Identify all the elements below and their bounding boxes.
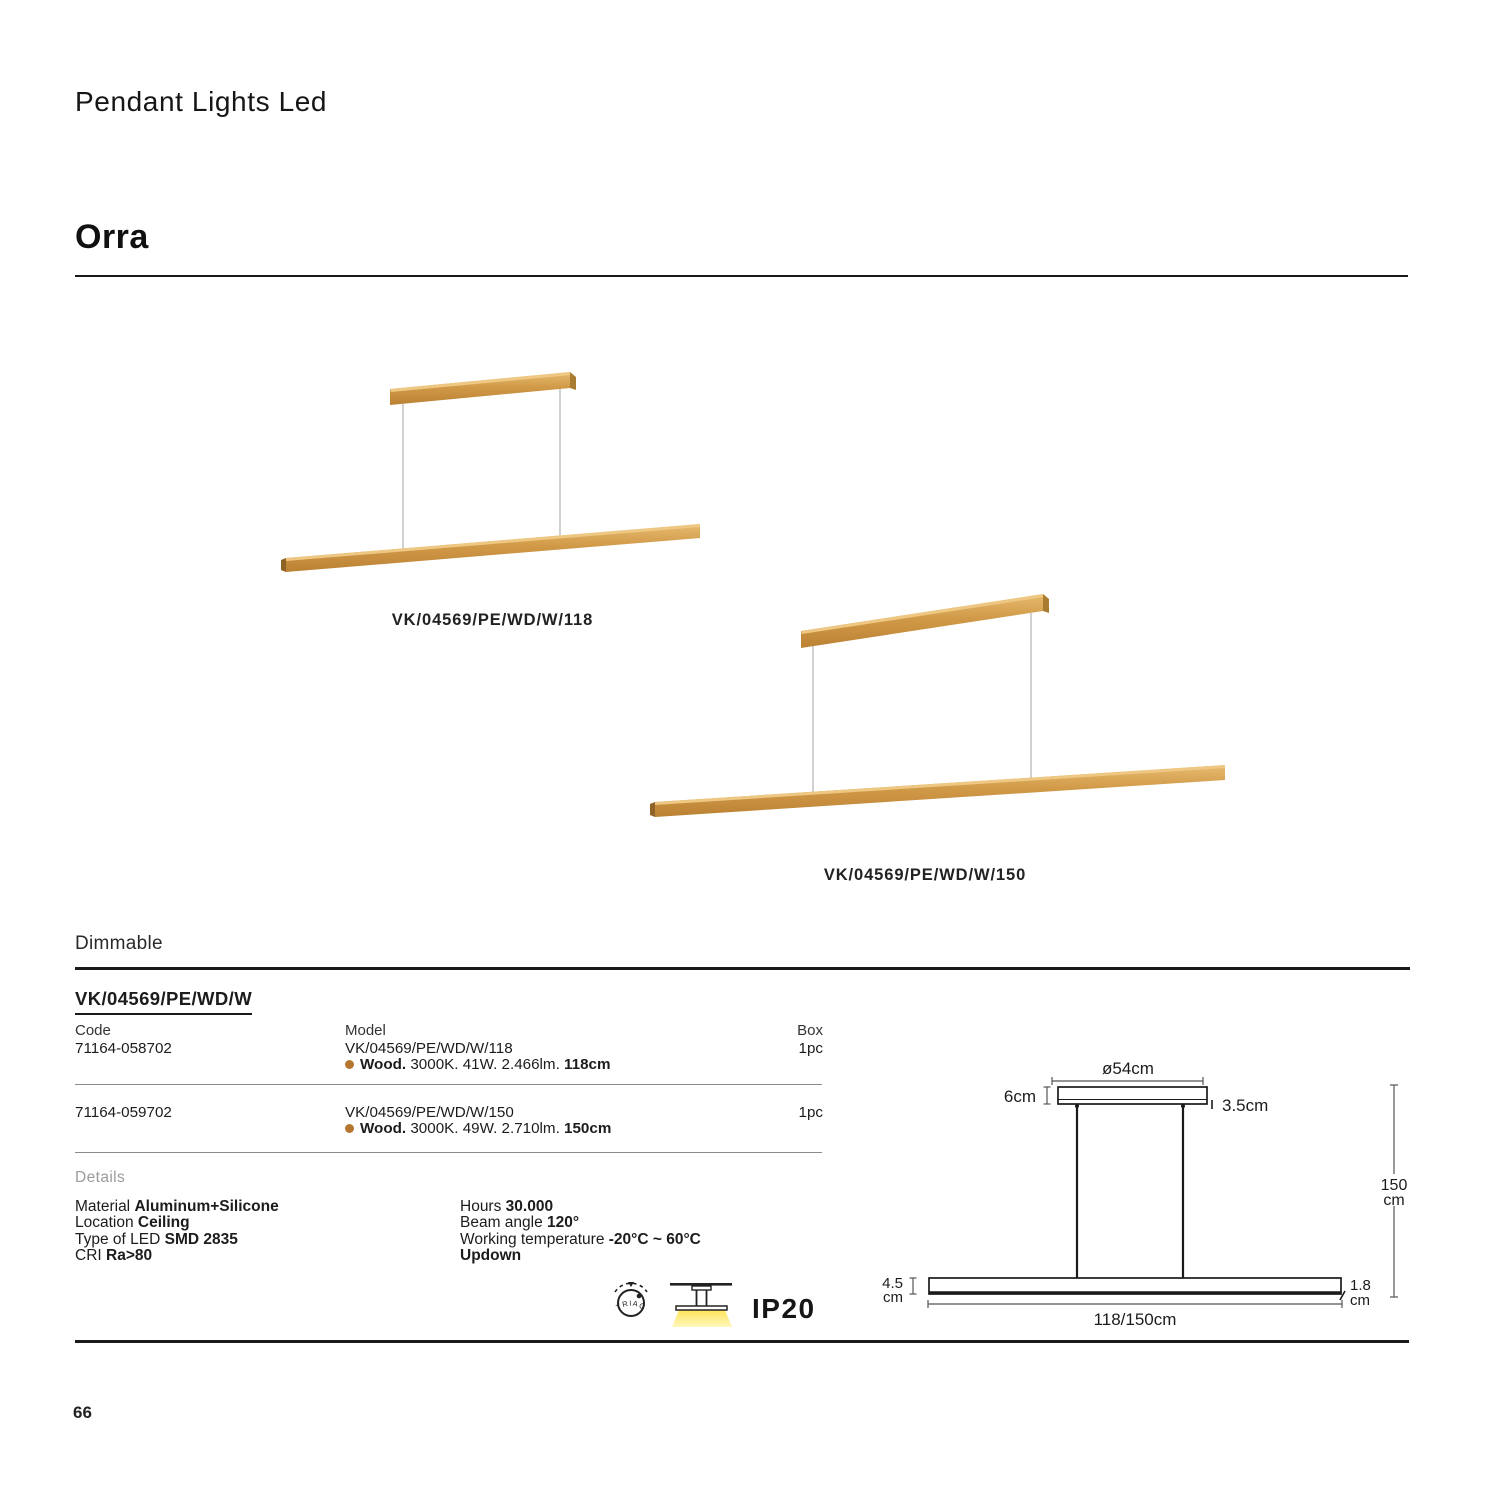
detail-value: -20°C ~ 60°C: [608, 1230, 701, 1248]
detail-value: 30.000: [505, 1198, 554, 1215]
page-number: 66: [73, 1403, 92, 1422]
light-bar-highlight: [286, 524, 700, 561]
dim-bar-thickness-unit: cm: [1350, 1292, 1370, 1309]
dimension-diagram: ø54cm 6cm 3.5cm 4.5 cm 1.8 cm: [882, 1059, 1408, 1329]
detail-row: Material Aluminum+Silicone: [75, 1198, 435, 1215]
light-bar-outline: [928, 1277, 1342, 1295]
detail-row: Hours 30.000: [460, 1198, 820, 1215]
canopy-bar: [801, 594, 1043, 648]
detail-row: CRI Ra>80: [75, 1248, 435, 1264]
spec-finish: Wood.: [360, 1120, 407, 1137]
detail-row: Type of LED SMD 2835: [75, 1230, 435, 1248]
light-bar: [286, 524, 700, 572]
row-divider: [75, 1084, 822, 1085]
table-row-code: 71164-059702: [75, 1104, 172, 1121]
spec-finish: Wood.: [360, 1056, 407, 1073]
dial-indicator: [628, 1282, 634, 1287]
page-title: Orra: [75, 218, 149, 256]
dim-tick: [1339, 1290, 1346, 1301]
spec-values: 3000K. 49W. 2.710lm.: [410, 1120, 560, 1137]
light-bar: [655, 765, 1225, 817]
detail-row: Working temperature -20°C ~ 60°C: [460, 1230, 820, 1248]
detail-row: Beam angle 120°: [460, 1215, 820, 1231]
product-caption-150: VK/04569/PE/WD/W/150: [823, 866, 1027, 884]
product-photo-150: [650, 594, 1225, 817]
table-row-box: 1pc: [798, 1040, 824, 1057]
dim-canopy-depth: 3.5cm: [1222, 1096, 1268, 1115]
detail-value: 120°: [547, 1214, 580, 1232]
detail-label: Hours: [460, 1198, 502, 1215]
canopy-end-cap: [1043, 594, 1049, 613]
ip-rating-label: IP20: [752, 1293, 816, 1324]
bottom-divider: [75, 1340, 1409, 1343]
light-bar-end-cap: [281, 558, 286, 572]
section-divider: [75, 967, 1410, 970]
product-photo-118: [281, 372, 700, 572]
detail-label: Working temperature: [460, 1230, 605, 1248]
canopy-bar: [390, 372, 570, 405]
table-header-model: Model: [345, 1022, 386, 1039]
triac-label-text: TRIAC: [614, 1299, 647, 1312]
detail-row: Location Ceiling: [75, 1215, 435, 1231]
table-header-box: Box: [797, 1022, 823, 1039]
detail-value: Updown: [460, 1247, 522, 1265]
dimmable-label: Dimmable: [75, 933, 163, 954]
light-glow: [672, 1310, 732, 1327]
dim-drop-unit: cm: [1383, 1192, 1404, 1209]
product-caption-118: VK/04569/PE/WD/W/118: [391, 611, 594, 629]
detail-label: Beam angle: [460, 1214, 543, 1232]
pendant-updown-icon: [670, 1283, 732, 1327]
dim-bar-length: 118/150cm: [1094, 1310, 1177, 1329]
detail-value: SMD 2835: [164, 1230, 238, 1248]
detail-label: Location: [75, 1214, 134, 1232]
light-bar-highlight: [655, 765, 1225, 805]
detail-value: Ceiling: [137, 1214, 190, 1232]
table-row-model: VK/04569/PE/WD/W/118: [345, 1040, 513, 1057]
cable-joint: [1075, 1104, 1079, 1108]
spec-length: 150cm: [564, 1120, 612, 1137]
canopy-box: [691, 1285, 712, 1291]
details-right-column: Hours 30.000 Beam angle 120° Working tem…: [460, 1198, 820, 1265]
dim-bar-height-value: 4.5: [882, 1275, 903, 1292]
light-bar-profile: [675, 1305, 728, 1311]
triac-dimmer-icon: TRIAC: [614, 1282, 648, 1317]
title-divider: [75, 275, 1408, 277]
table-row-spec: Wood. 3000K. 49W. 2.710lm. 150cm: [345, 1120, 611, 1137]
details-heading: Details: [75, 1169, 126, 1186]
detail-label: CRI: [75, 1247, 102, 1265]
detail-value: Aluminum+Silicone: [134, 1198, 279, 1215]
table-row-code: 71164-058702: [75, 1040, 172, 1057]
table-row-model: VK/04569/PE/WD/W/150: [345, 1104, 514, 1121]
table-header-code: Code: [75, 1022, 111, 1039]
canopy-bar-highlight: [801, 594, 1044, 634]
table-row-spec: Wood. 3000K. 41W. 2.466lm. 118cm: [345, 1056, 610, 1073]
dial-dot: [636, 1293, 642, 1299]
dim-drop-value: 150: [1381, 1177, 1408, 1194]
dim-canopy-width: ø54cm: [1102, 1059, 1154, 1078]
detail-row: Updown: [460, 1248, 820, 1264]
ceiling-line: [670, 1283, 732, 1286]
row-divider: [75, 1152, 822, 1153]
detail-value: Ra>80: [106, 1247, 153, 1265]
details-left-column: Material Aluminum+Silicone Location Ceil…: [75, 1198, 435, 1265]
canopy-outline: [1057, 1086, 1208, 1105]
detail-label: Material: [75, 1198, 131, 1215]
table-row-box: 1pc: [798, 1104, 824, 1121]
dim-bar-height-unit: cm: [883, 1289, 903, 1306]
family-code: VK/04569/PE/WD/W: [75, 988, 253, 1015]
dim-bar-thickness-value: 1.8: [1350, 1277, 1371, 1294]
spec-length: 118cm: [564, 1056, 611, 1073]
canopy-end-cap: [570, 372, 576, 390]
dim-canopy-height: 6cm: [1004, 1087, 1036, 1106]
cable-joint: [1181, 1104, 1185, 1108]
wood-finish-dot: [345, 1060, 354, 1069]
category-title: Pendant Lights Led: [75, 86, 328, 117]
dial-knob: [617, 1289, 645, 1317]
light-bar-end-cap: [650, 802, 655, 817]
spec-values: 3000K. 41W. 2.466lm.: [410, 1056, 560, 1073]
canopy-bar-highlight: [390, 372, 571, 392]
detail-label: Type of LED: [75, 1230, 161, 1248]
wood-finish-dot: [345, 1124, 354, 1133]
